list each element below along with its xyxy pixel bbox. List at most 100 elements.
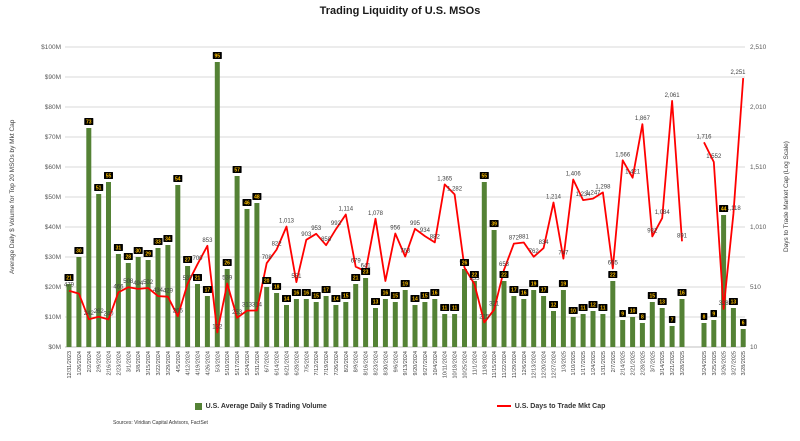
volume-bar bbox=[701, 323, 707, 347]
legend-item-volume: U.S. Average Daily $ Trading Volume bbox=[194, 402, 327, 410]
volume-bar bbox=[491, 230, 497, 347]
right-axis-tick-label: 1,510 bbox=[750, 164, 767, 171]
volume-bar-label-box bbox=[539, 286, 549, 293]
volume-bar bbox=[293, 299, 299, 347]
days-point-label: 1,214 bbox=[546, 195, 562, 201]
volume-bar bbox=[66, 284, 72, 347]
volume-bar bbox=[313, 302, 319, 347]
volume-bar bbox=[303, 299, 309, 347]
x-axis-tick-label: 3/21/2025 bbox=[670, 351, 676, 375]
x-axis-tick-label: 3/8/2024 bbox=[136, 351, 142, 372]
volume-legend-swatch bbox=[194, 402, 202, 410]
volume-bar-label-box bbox=[469, 271, 479, 278]
volume-bar-label-box bbox=[430, 289, 440, 296]
x-axis-tick-label: 1/3/2025 bbox=[561, 351, 567, 372]
volume-bar bbox=[323, 296, 329, 347]
days-line bbox=[703, 78, 745, 310]
volume-bar bbox=[600, 314, 606, 347]
days-point-label: 242 bbox=[84, 311, 95, 317]
volume-bar bbox=[649, 302, 655, 347]
volume-bar-label-box bbox=[710, 310, 717, 317]
x-axis-tick-label: 3/24/2025 bbox=[702, 351, 708, 375]
volume-bar bbox=[155, 248, 161, 347]
volume-bar-label: 16 bbox=[432, 290, 438, 296]
x-axis-tick-label: 4/5/2024 bbox=[176, 351, 182, 372]
volume-bar-label-box bbox=[74, 247, 84, 254]
x-axis-tick-label: 11/22/2024 bbox=[502, 351, 508, 378]
volume-bar-label: 14 bbox=[412, 296, 418, 302]
x-axis-tick-label: 9/6/2024 bbox=[393, 351, 399, 372]
volume-bar-label-box bbox=[232, 166, 242, 173]
volume-bar bbox=[639, 323, 645, 347]
days-point-label: 872 bbox=[509, 236, 520, 242]
x-axis-tick-label: 2/28/2025 bbox=[640, 351, 646, 375]
volume-bar-label: 15 bbox=[313, 293, 319, 299]
volume-bar-label-box bbox=[163, 235, 173, 242]
volume-bar-label-box bbox=[410, 295, 420, 302]
days-point-label: 1,084 bbox=[655, 210, 671, 216]
volume-bar bbox=[392, 302, 398, 347]
volume-bar bbox=[570, 317, 576, 347]
volume-bar bbox=[730, 308, 736, 347]
volume-bar-label-box bbox=[242, 199, 252, 206]
volume-bar-label-box bbox=[719, 205, 729, 212]
volume-bar-label-box bbox=[529, 280, 539, 287]
volume-bar bbox=[382, 299, 388, 347]
volume-bar-label: 26 bbox=[224, 260, 230, 266]
volume-bar bbox=[531, 290, 537, 347]
days-point-label: 253 bbox=[232, 310, 243, 316]
volume-bar bbox=[195, 284, 200, 347]
days-line bbox=[68, 100, 683, 334]
volume-bar bbox=[511, 296, 517, 347]
left-axis-tick-label: $60M bbox=[45, 164, 61, 171]
x-axis-tick-label: 4/12/2024 bbox=[186, 351, 192, 375]
volume-bar-label: 54 bbox=[175, 176, 181, 182]
days-legend-swatch bbox=[496, 405, 511, 407]
volume-bar-label: 17 bbox=[205, 287, 211, 293]
volume-bar bbox=[353, 284, 359, 347]
volume-bar bbox=[462, 269, 467, 347]
days-point-label: 641 bbox=[361, 263, 372, 269]
x-axis-tick-label: 2/16/2024 bbox=[107, 351, 113, 375]
volume-bar-label-box bbox=[588, 301, 598, 308]
volume-bar-label: 95 bbox=[215, 53, 221, 59]
volume-bar-label-box bbox=[700, 313, 708, 320]
x-axis-tick-label: 3/22/2024 bbox=[156, 351, 162, 375]
volume-bar-label: 22 bbox=[472, 272, 478, 278]
days-point-label: 956 bbox=[390, 226, 401, 232]
days-point-label: 314 bbox=[252, 303, 263, 309]
volume-bar-label-box bbox=[450, 304, 460, 311]
volume-bar bbox=[185, 266, 191, 347]
left-axis-tick-label: $20M bbox=[45, 284, 61, 291]
days-point-label: 328 bbox=[719, 301, 730, 307]
volume-bar bbox=[204, 296, 210, 347]
days-point-label: 834 bbox=[539, 240, 550, 246]
volume-bar-label-box bbox=[608, 271, 618, 278]
volume-bar-label-box bbox=[311, 292, 321, 299]
volume-bar-label-box bbox=[668, 316, 676, 323]
right-axis-tick-label: 510 bbox=[750, 284, 761, 291]
x-axis-tick-label: 5/3/2024 bbox=[215, 351, 221, 372]
x-axis-tick-label: 4/26/2024 bbox=[205, 351, 211, 375]
volume-bar bbox=[234, 176, 240, 347]
x-axis-tick-label: 3/14/2025 bbox=[660, 351, 666, 375]
volume-bar bbox=[96, 194, 102, 347]
chart-title: Trading Liquidity of U.S. MSOs bbox=[319, 5, 481, 17]
x-axis-tick-label: 2/7/2025 bbox=[611, 351, 617, 372]
volume-bar-label-box bbox=[420, 292, 430, 299]
volume-bar-label-box bbox=[113, 244, 123, 251]
volume-bar-label-box bbox=[657, 298, 667, 305]
days-point-label: 881 bbox=[519, 235, 530, 241]
volume-bar-label: 11 bbox=[580, 305, 586, 311]
volume-bar bbox=[76, 257, 82, 347]
volume-bar-label-box bbox=[212, 52, 222, 59]
x-axis-tick-label: 5/24/2024 bbox=[245, 351, 251, 375]
volume-bar bbox=[620, 320, 626, 347]
volume-bar bbox=[244, 209, 250, 347]
days-point-label: 903 bbox=[301, 232, 312, 238]
volume-bar-label: 13 bbox=[731, 299, 737, 305]
volume-bar-label-box bbox=[400, 280, 410, 287]
days-point-label: 240 bbox=[103, 311, 114, 317]
volume-bar-label-box bbox=[272, 283, 282, 290]
